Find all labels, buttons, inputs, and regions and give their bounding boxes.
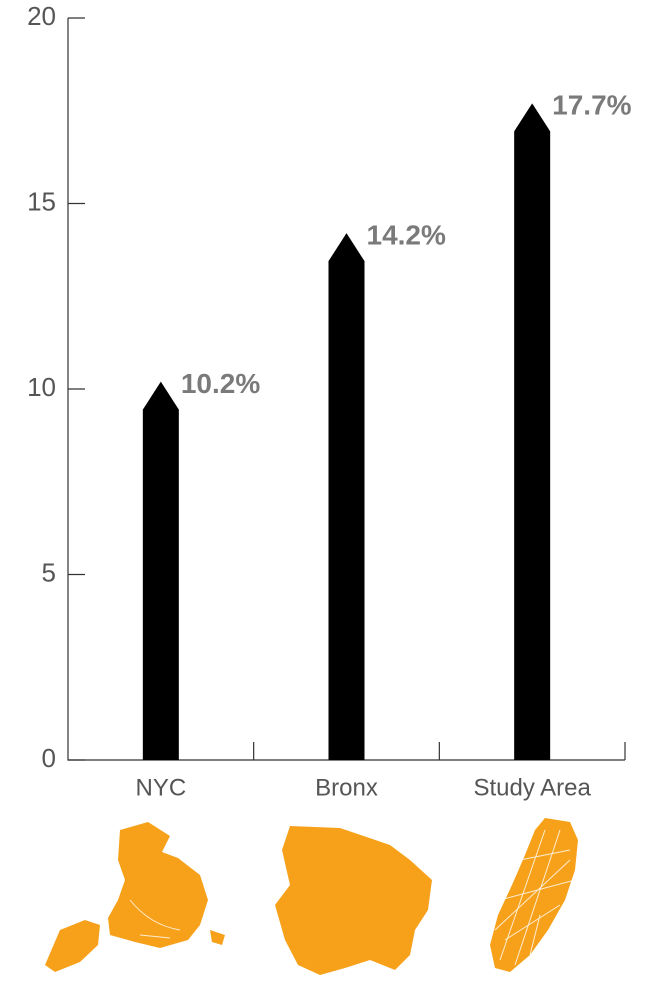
study-area-streets [494, 829, 576, 966]
value-label: 17.7% [552, 90, 631, 121]
x-tick-label: NYC [135, 774, 186, 801]
y-tick-label: 5 [42, 557, 56, 587]
value-label: 14.2% [367, 220, 446, 251]
maps [45, 818, 578, 975]
bar [142, 381, 179, 760]
bronx-map [275, 826, 432, 975]
y-tick-label: 0 [42, 743, 56, 773]
x-tick-label: Study Area [473, 774, 591, 801]
study-area-map [490, 818, 578, 972]
y-tick-label: 10 [27, 372, 56, 402]
bar [514, 103, 551, 760]
bar [328, 233, 365, 760]
nyc-map [45, 822, 225, 972]
x-tick-label: Bronx [315, 774, 378, 801]
y-tick-label: 15 [27, 186, 56, 216]
value-label: 10.2% [181, 368, 260, 399]
y-tick-label: 20 [27, 1, 56, 31]
nyc-water [129, 899, 181, 939]
